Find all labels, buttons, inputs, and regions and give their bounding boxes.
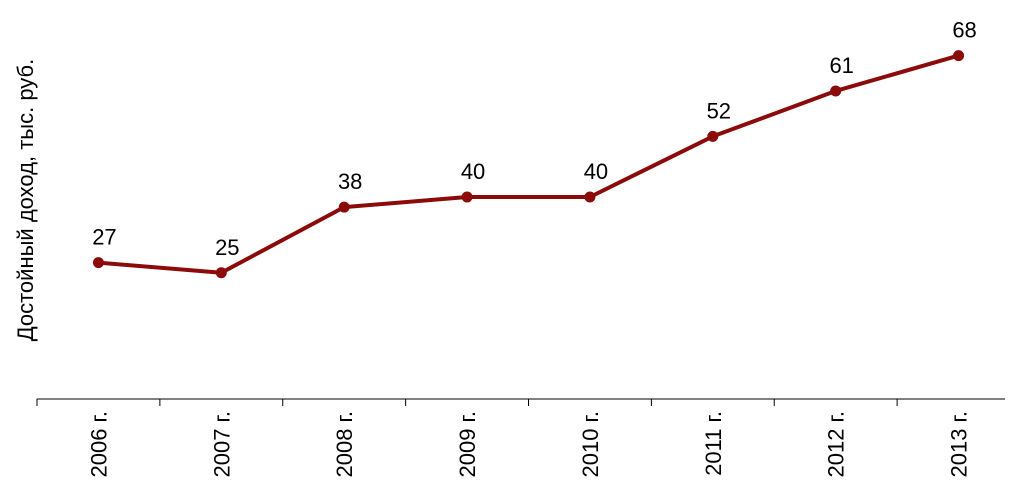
series-points (92, 50, 965, 279)
data-point (707, 130, 719, 142)
x-axis-tick-label: 2013 г. (947, 411, 972, 478)
x-axis-tick-label: 2010 г. (578, 411, 603, 478)
data-label: 38 (338, 169, 362, 194)
data-label: 27 (92, 225, 116, 250)
x-axis-tick-labels: 2006 г. 2007 г. 2008 г. 2009 г. 2010 г. 2011 … (86, 411, 971, 478)
x-axis-tick-label: 2009 г. (455, 411, 480, 478)
data-point (215, 267, 227, 279)
data-point (830, 85, 842, 97)
x-axis-tick-label: 2007 г. (209, 411, 234, 478)
data-point (953, 50, 965, 62)
data-label: 52 (707, 98, 731, 123)
x-axis-ticks (36, 399, 898, 406)
data-label: 40 (461, 159, 485, 184)
x-axis-tick-label: 2008 г. (332, 411, 357, 478)
series-data-labels: 27 25 38 40 40 52 61 68 (92, 18, 977, 260)
x-axis-tick-label: 2011 г. (701, 411, 726, 476)
data-label: 25 (215, 235, 239, 260)
y-axis-label: Достойный доход, тыс. руб. (13, 59, 38, 342)
data-label: 40 (584, 159, 608, 184)
series-line (98, 53, 960, 275)
data-label: 68 (952, 18, 976, 43)
data-point (92, 257, 104, 269)
x-axis-tick-label: 2006 г. (86, 411, 111, 478)
data-point (461, 191, 473, 203)
x-axis-tick-label: 2012 г. (824, 411, 849, 478)
data-label: 61 (829, 53, 853, 78)
data-point (584, 191, 596, 203)
data-point (338, 201, 350, 213)
